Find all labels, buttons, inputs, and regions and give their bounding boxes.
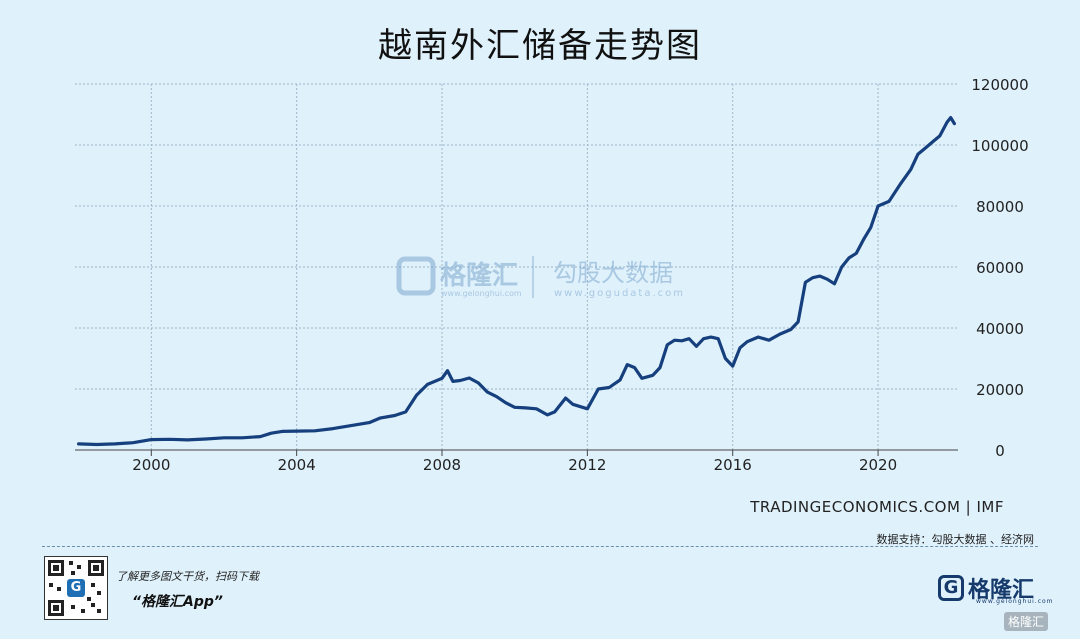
promo-text: 了解更多图文干货，扫码下载: [116, 570, 259, 583]
qr-pattern-icon: [48, 560, 104, 616]
footer-logo-url: www.gelonghui.com: [976, 598, 1054, 605]
y-tick-label: 60000: [976, 259, 1024, 277]
y-tick-label: 100000: [971, 137, 1028, 155]
x-tick-label: 2008: [423, 456, 461, 474]
watermark-partner-url: www.gogudata.com: [554, 288, 685, 299]
brand-logo-icon: G: [938, 575, 964, 601]
footer-divider: [42, 546, 1038, 547]
y-tick-label: 20000: [976, 381, 1024, 399]
y-tick-label: 40000: [976, 320, 1024, 338]
promo-app-name: “格隆汇App”: [132, 594, 223, 610]
qr-code[interactable]: G: [44, 556, 108, 620]
footer-logo: G 格隆汇: [938, 572, 1034, 604]
grid-lines: [75, 83, 958, 450]
x-tick-label: 2012: [568, 456, 606, 474]
watermark-logo-icon: [396, 256, 436, 296]
watermark-brand-url: www.gelonghui.com: [441, 289, 522, 298]
watermark: 格隆汇 www.gelonghui.com 勾股大数据 www.gogudata…: [396, 256, 685, 299]
y-tick-label: 0: [995, 442, 1005, 460]
x-tick-label: 2016: [714, 456, 752, 474]
x-tick-label: 2020: [859, 456, 897, 474]
axes: 0 20000 40000 60000 80000 100000 120000 2000 200…: [75, 76, 1029, 474]
source-label: TRADINGECONOMICS.COM | IMF: [750, 498, 1004, 516]
series-line: [77, 116, 956, 447]
qr-logo-icon: G: [67, 579, 85, 597]
x-tick-label: 2000: [132, 456, 170, 474]
x-tick-label: 2004: [278, 456, 316, 474]
y-tick-label: 120000: [971, 76, 1028, 94]
data-support-note: 数据支持：勾股大数据 、经济网: [876, 533, 1035, 546]
footer-logo-text: 格隆汇: [968, 578, 1035, 603]
watermark-partner: 勾股大数据: [553, 259, 673, 287]
corner-watermark: 格隆汇: [1004, 612, 1049, 631]
chart-title: 越南外汇储备走势图: [378, 26, 702, 66]
y-tick-label: 80000: [976, 198, 1024, 216]
watermark-brand: 格隆汇: [440, 260, 518, 291]
